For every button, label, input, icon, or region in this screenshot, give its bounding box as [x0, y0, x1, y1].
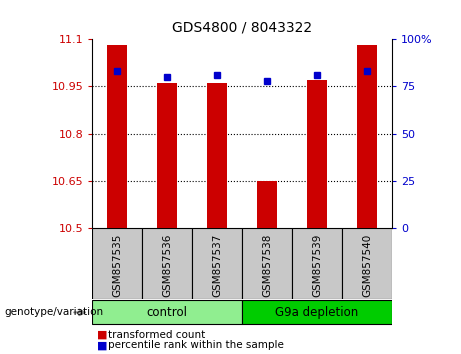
Bar — [142, 228, 192, 299]
Bar — [192, 228, 242, 299]
Bar — [292, 228, 342, 299]
Bar — [257, 181, 277, 228]
Bar — [242, 228, 292, 299]
Text: GSM857538: GSM857538 — [262, 234, 272, 297]
Bar — [242, 301, 392, 324]
Text: GSM857536: GSM857536 — [162, 234, 172, 297]
Text: control: control — [147, 306, 188, 319]
Title: GDS4800 / 8043322: GDS4800 / 8043322 — [172, 21, 312, 35]
Text: ■: ■ — [97, 340, 107, 350]
Text: genotype/variation: genotype/variation — [5, 307, 104, 318]
Text: GSM857540: GSM857540 — [362, 234, 372, 297]
Bar — [307, 80, 327, 228]
Text: G9a depletion: G9a depletion — [275, 306, 359, 319]
Text: GSM857535: GSM857535 — [112, 234, 122, 297]
Bar — [92, 301, 242, 324]
Text: transformed count: transformed count — [108, 330, 206, 339]
Bar — [107, 45, 127, 228]
Text: GSM857539: GSM857539 — [312, 234, 322, 297]
Text: ■: ■ — [97, 330, 107, 339]
Text: GSM857537: GSM857537 — [212, 234, 222, 297]
Bar — [207, 83, 227, 228]
Text: percentile rank within the sample: percentile rank within the sample — [108, 340, 284, 350]
Bar — [342, 228, 392, 299]
Bar — [357, 45, 377, 228]
Bar — [92, 228, 142, 299]
Bar — [157, 83, 177, 228]
